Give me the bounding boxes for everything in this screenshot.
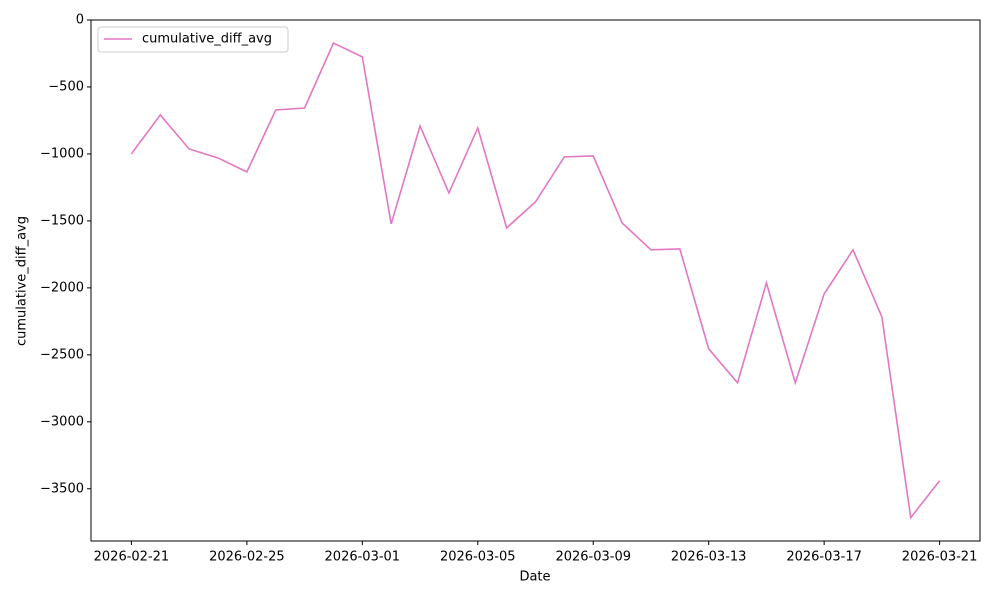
x-tick-label: 2026-02-21 (94, 550, 170, 565)
x-tick-label: 2026-03-13 (671, 550, 747, 565)
y-tick-label: −1500 (40, 213, 84, 228)
x-tick-label: 2026-02-25 (209, 550, 285, 565)
x-axis-label: Date (519, 570, 550, 585)
y-tick-label: −2000 (40, 280, 84, 295)
y-tick-label: −3000 (40, 414, 84, 429)
y-tick-label: −2500 (40, 347, 84, 362)
y-tick-label: −1000 (40, 146, 84, 161)
legend-label: cumulative_diff_avg (142, 32, 272, 47)
y-axis-label: cumulative_diff_avg (15, 216, 30, 346)
plot-frame (90, 19, 981, 542)
y-tick-label: −500 (48, 79, 84, 94)
y-tick-label: −3500 (40, 481, 84, 496)
y-tick-label: 0 (76, 13, 84, 28)
x-tick-label: 2026-03-01 (325, 550, 401, 565)
series-line (130, 41, 941, 520)
x-tick-label: 2026-03-17 (786, 550, 862, 565)
x-tick-label: 2026-03-21 (902, 550, 978, 565)
x-tick-label: 2026-03-09 (555, 550, 631, 565)
legend-box (97, 26, 289, 53)
x-tick-label: 2026-03-05 (440, 550, 516, 565)
